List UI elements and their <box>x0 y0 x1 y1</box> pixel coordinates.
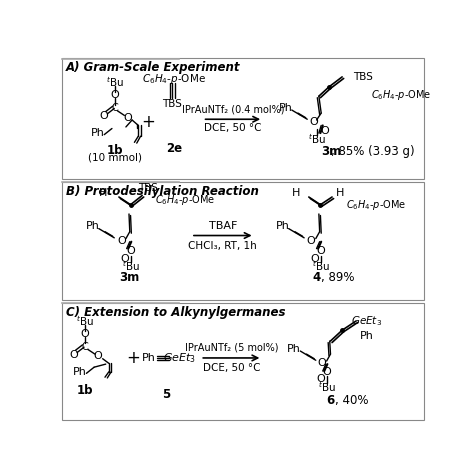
Text: Ph: Ph <box>279 103 292 113</box>
FancyBboxPatch shape <box>63 58 423 179</box>
Text: TBS: TBS <box>163 99 182 109</box>
Text: , 89%: , 89% <box>321 272 355 284</box>
FancyBboxPatch shape <box>63 182 423 300</box>
Text: C: C <box>82 342 88 352</box>
Text: Ph: Ph <box>142 353 156 363</box>
Text: B) Protodesilylation Reaction: B) Protodesilylation Reaction <box>66 185 259 198</box>
Text: $GeEt_3$: $GeEt_3$ <box>163 351 196 365</box>
Text: Ph: Ph <box>275 221 290 231</box>
Text: Ph: Ph <box>287 344 301 354</box>
Text: DCE, 50 °C: DCE, 50 °C <box>202 363 260 373</box>
Text: A) Gram-Scale Experiment: A) Gram-Scale Experiment <box>66 62 241 74</box>
Text: $^t$Bu: $^t$Bu <box>319 380 337 394</box>
Text: O: O <box>320 126 328 136</box>
Text: , 85% (3.93 g): , 85% (3.93 g) <box>331 145 415 158</box>
Text: $^t$Bu: $^t$Bu <box>76 314 94 328</box>
Text: H: H <box>99 188 108 198</box>
Text: TBS: TBS <box>138 183 158 193</box>
Text: 3m: 3m <box>321 145 341 158</box>
Text: $C_6H_4$-$p$-OMe: $C_6H_4$-$p$-OMe <box>142 72 206 86</box>
Text: , 40%: , 40% <box>335 394 369 407</box>
Text: Ph: Ph <box>73 367 87 377</box>
Text: Ph: Ph <box>86 221 100 231</box>
Text: +: + <box>141 112 155 130</box>
Text: O: O <box>310 254 319 264</box>
Text: TBAF: TBAF <box>209 220 237 230</box>
Text: Ph: Ph <box>360 331 374 341</box>
Text: TBS: TBS <box>353 72 373 82</box>
Text: O: O <box>307 236 316 246</box>
Text: C: C <box>112 103 118 113</box>
Text: O: O <box>70 350 78 360</box>
Text: O: O <box>110 91 119 100</box>
Text: DCE, 50 °C: DCE, 50 °C <box>204 124 262 134</box>
Text: O: O <box>322 367 331 377</box>
Text: $^t$Bu: $^t$Bu <box>308 132 326 146</box>
Text: H: H <box>292 188 300 198</box>
Text: O: O <box>309 118 318 128</box>
Text: $^t$Bu: $^t$Bu <box>106 75 124 89</box>
Text: (10 mmol): (10 mmol) <box>88 153 142 163</box>
FancyBboxPatch shape <box>63 302 423 419</box>
Text: 6: 6 <box>327 394 335 407</box>
Text: O: O <box>121 254 129 264</box>
Text: O: O <box>124 113 133 123</box>
Text: $GeEt_3$: $GeEt_3$ <box>351 314 383 328</box>
Text: $^t$Bu: $^t$Bu <box>312 259 330 273</box>
Text: O: O <box>126 246 135 256</box>
Text: 1b: 1b <box>107 144 123 156</box>
Text: IPrAuNTf₂ (0.4 mol%): IPrAuNTf₂ (0.4 mol%) <box>182 104 284 114</box>
Text: $C_6H_4$-$p$-OMe: $C_6H_4$-$p$-OMe <box>346 198 406 212</box>
Text: 4: 4 <box>312 272 321 284</box>
Text: $C_6H_4$-$p$-OMe: $C_6H_4$-$p$-OMe <box>155 193 215 207</box>
Text: Ph: Ph <box>91 128 105 138</box>
Text: O: O <box>317 374 326 384</box>
Text: O: O <box>100 111 109 121</box>
Text: $^t$Bu: $^t$Bu <box>122 259 140 273</box>
Text: 2e: 2e <box>166 142 182 155</box>
Text: 3m: 3m <box>119 272 139 284</box>
Text: O: O <box>117 236 126 246</box>
Text: O: O <box>81 329 89 339</box>
Text: IPrAuNTf₂ (5 mol%): IPrAuNTf₂ (5 mol%) <box>184 343 278 353</box>
Text: CHCl₃, RT, 1h: CHCl₃, RT, 1h <box>188 240 257 251</box>
Text: 5: 5 <box>162 388 170 401</box>
Text: H: H <box>336 188 344 198</box>
Text: C) Extension to Alkynylgermanes: C) Extension to Alkynylgermanes <box>66 306 286 319</box>
Text: $C_6H_4$-$p$-OMe: $C_6H_4$-$p$-OMe <box>371 88 431 101</box>
Text: O: O <box>94 351 102 361</box>
Text: +: + <box>126 349 140 367</box>
Text: 1b: 1b <box>77 384 93 397</box>
Text: O: O <box>316 246 325 256</box>
Text: O: O <box>318 358 327 368</box>
